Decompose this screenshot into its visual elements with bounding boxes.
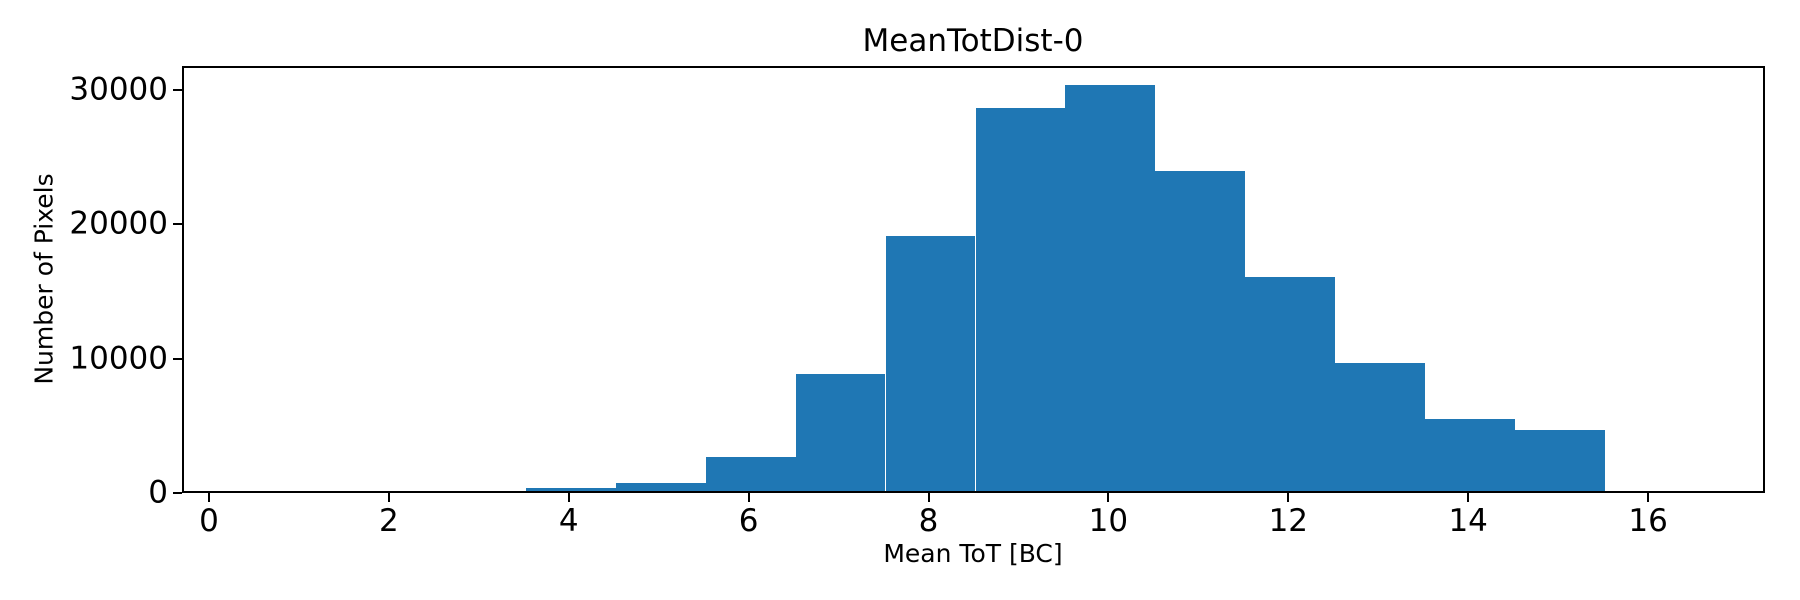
y-axis-label: Number of Pixels (29, 173, 59, 385)
plot-area (182, 66, 1765, 493)
histogram-bar (1245, 276, 1336, 491)
x-tick-label: 2 (379, 503, 399, 539)
x-tick-label: 12 (1268, 503, 1309, 539)
histogram-bar (1065, 85, 1156, 491)
y-tick-label: 30000 (69, 71, 168, 108)
y-tick-mark (173, 223, 182, 226)
x-tick-mark (387, 493, 390, 502)
x-tick-mark (208, 493, 210, 502)
x-tick-mark (1107, 493, 1110, 502)
x-tick-label: 8 (918, 503, 939, 539)
chart-title: MeanTotDist-0 (862, 23, 1084, 59)
x-axis-label: Mean ToT [BC] (883, 539, 1063, 568)
x-tick-label: 16 (1628, 503, 1668, 539)
x-tick-mark (1647, 493, 1650, 502)
histogram-bar (975, 107, 1066, 491)
histogram-bar (705, 456, 796, 491)
histogram-bar (1515, 430, 1606, 491)
y-tick-mark (173, 357, 182, 360)
x-tick-label: 14 (1448, 503, 1488, 539)
histogram-bar (1335, 363, 1426, 491)
x-tick-label: 4 (558, 503, 579, 539)
y-tick-label: 0 (148, 474, 168, 511)
histogram-bar (795, 374, 886, 491)
x-tick-label: 6 (738, 503, 759, 539)
histogram-bar (1425, 418, 1516, 491)
y-tick-mark (173, 89, 182, 92)
x-tick-mark (927, 493, 930, 502)
x-tick-mark (567, 493, 570, 502)
histogram-bar (525, 487, 616, 491)
histogram-bar (1155, 170, 1246, 491)
y-tick-label: 10000 (69, 340, 168, 377)
y-tick-label: 20000 (69, 205, 168, 242)
x-tick-mark (747, 493, 750, 502)
histogram-bars (184, 68, 1763, 491)
histogram-bar (885, 235, 976, 491)
x-tick-mark (1287, 493, 1290, 502)
x-tick-mark (1467, 493, 1470, 502)
x-tick-label: 0 (199, 503, 219, 539)
y-tick-mark (173, 492, 182, 494)
histogram-bar (615, 482, 706, 491)
x-tick-label: 10 (1088, 503, 1129, 539)
